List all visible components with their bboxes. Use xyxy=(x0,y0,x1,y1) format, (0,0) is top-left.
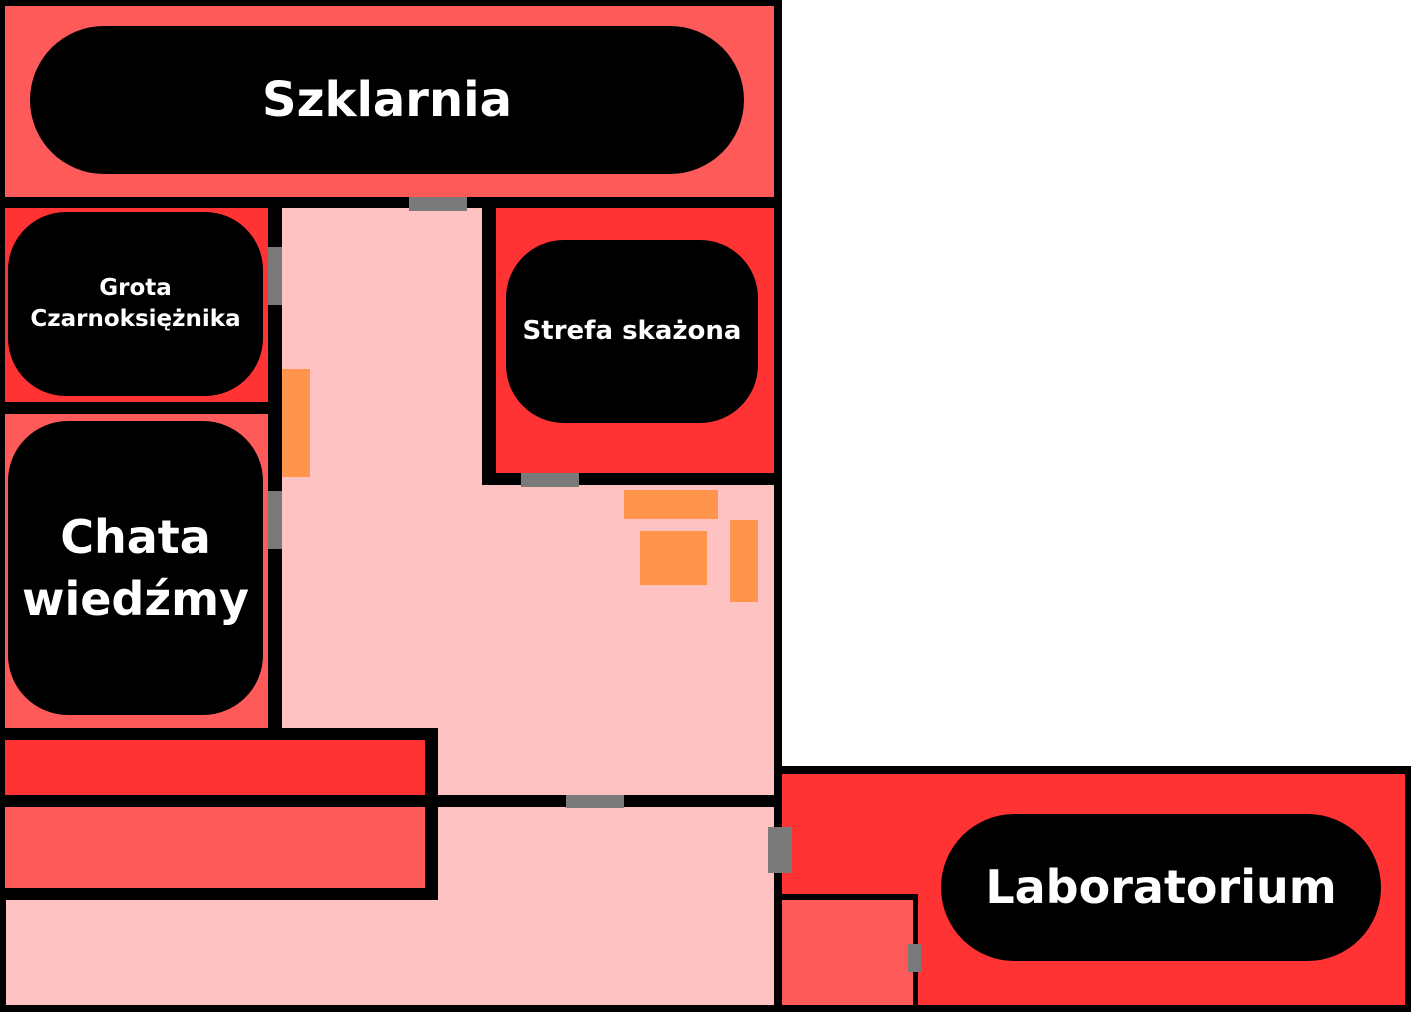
door-grota[interactable] xyxy=(268,247,282,305)
room-label-szklarnia: Szklarnia xyxy=(30,26,744,174)
wall xyxy=(1405,766,1411,1012)
wall xyxy=(425,728,438,900)
furniture-block xyxy=(730,520,758,602)
wall xyxy=(0,402,282,414)
door-annex[interactable] xyxy=(908,944,921,972)
room-label-strefa: Strefa skażona xyxy=(506,240,758,423)
wall xyxy=(778,766,1411,774)
wall xyxy=(778,1005,1411,1012)
wall xyxy=(778,894,918,900)
door-corridor[interactable] xyxy=(566,795,624,808)
wall xyxy=(0,728,438,740)
wall xyxy=(0,795,782,807)
door-szklarnia[interactable] xyxy=(409,197,467,211)
room-name-grota: Grota Czarnoksiężnika xyxy=(30,274,241,332)
room-name-laboratorium: Laboratorium xyxy=(985,860,1337,915)
furniture-block xyxy=(624,490,718,519)
room-name-chata: Chata wiedźmy xyxy=(21,509,250,626)
room-label-grota: Grota Czarnoksiężnika xyxy=(8,212,263,396)
wall xyxy=(0,0,6,1012)
wall xyxy=(482,208,496,484)
wall xyxy=(0,197,782,208)
room-bottom-strip-dark xyxy=(5,740,425,795)
furniture-block xyxy=(282,369,310,477)
door-chata[interactable] xyxy=(268,491,282,549)
wall xyxy=(268,208,282,728)
door-strefa[interactable] xyxy=(521,473,579,487)
room-label-laboratorium: Laboratorium xyxy=(941,814,1381,961)
wall xyxy=(0,0,778,6)
room-name-szklarnia: Szklarnia xyxy=(262,71,512,128)
room-bottom-strip-light xyxy=(5,807,425,888)
room-laboratorium-annex xyxy=(782,900,913,1005)
room-label-chata: Chata wiedźmy xyxy=(8,421,263,715)
door-laboratorium[interactable] xyxy=(768,827,792,873)
wall xyxy=(774,0,782,1012)
wall xyxy=(0,1005,782,1012)
wall xyxy=(0,888,438,900)
room-name-strefa: Strefa skażona xyxy=(522,315,742,346)
furniture-block xyxy=(640,531,707,585)
